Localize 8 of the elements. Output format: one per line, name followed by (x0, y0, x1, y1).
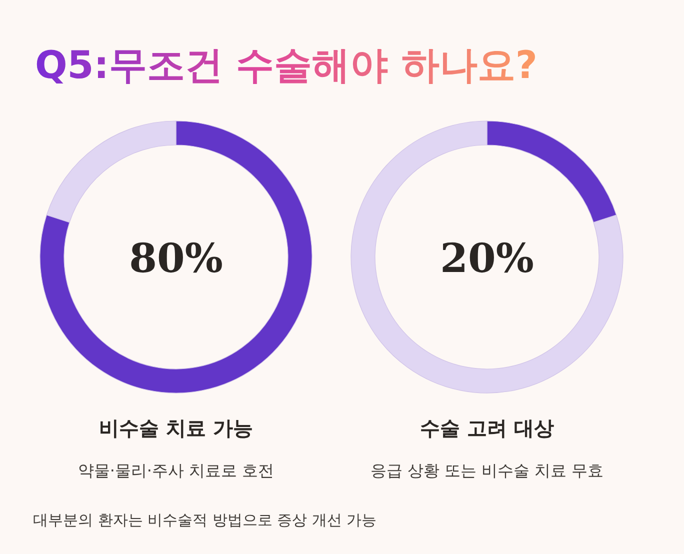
text: 대부분의 환자는 비수술적 방법으로 증상 개선 가능 (33, 511, 377, 529)
text: 수술 고려 대상 (420, 416, 554, 440)
text: 80% (129, 235, 223, 282)
text: 비수술 치료 가능 (99, 416, 253, 440)
chart-title: Q5:무조건 수술해야 하나요? (35, 43, 538, 87)
text: 20% (440, 235, 534, 282)
text: 응급 상황 또는 비수술 치료 무효 (370, 461, 604, 480)
text: 약물·물리·주사 치료로 호전 (78, 461, 274, 480)
